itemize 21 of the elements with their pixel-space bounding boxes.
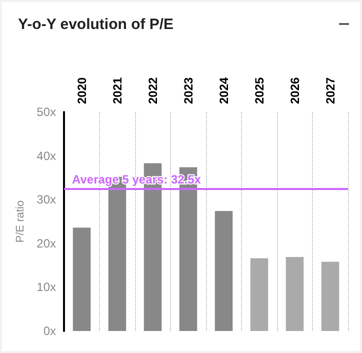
chart-title: Y-o-Y evolution of P/E (18, 16, 174, 33)
y-tick-label: 30x (36, 192, 56, 207)
y-axis-title: P/E ratio (14, 200, 26, 243)
x-tick-label: 2023 (181, 76, 196, 104)
y-tick-label: 40x (36, 148, 56, 163)
bar (214, 210, 233, 331)
bar (321, 262, 340, 331)
x-tick-label: 2021 (110, 76, 124, 104)
y-tick-label: 20x (36, 236, 56, 250)
x-tick-label: 2026 (288, 76, 302, 104)
x-tick-label: 2027 (323, 76, 338, 104)
y-tick-label: 50x (36, 105, 56, 119)
y-tick-label: 10x (36, 280, 56, 294)
x-tick-label: 2025 (252, 76, 266, 104)
bar (250, 258, 268, 331)
y-tick-label: 0x (43, 324, 56, 338)
x-tick-label: 2020 (74, 76, 89, 104)
bar (72, 228, 91, 331)
x-tick-label: 2024 (216, 76, 231, 104)
bar (286, 256, 304, 331)
x-tick-label: 2022 (146, 76, 160, 104)
